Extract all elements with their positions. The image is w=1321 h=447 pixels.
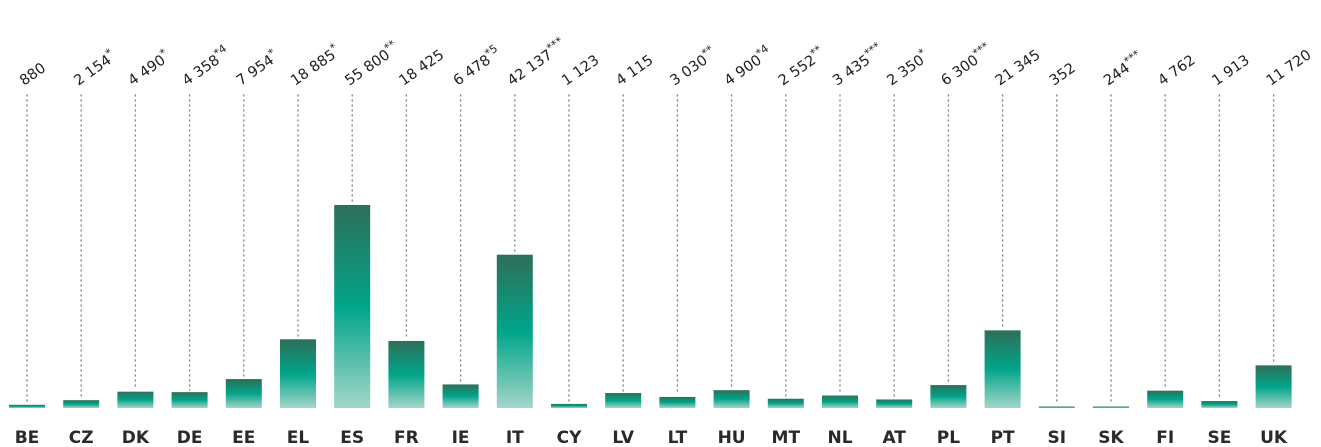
- value-label-uk: 11 720: [1264, 47, 1315, 89]
- value-label-el: 18 885*: [286, 40, 344, 89]
- value-label-se: 1 913: [1210, 52, 1253, 89]
- bar-nl: [822, 395, 858, 408]
- bar-at: [876, 399, 913, 408]
- bar-sk: [1093, 406, 1129, 408]
- bar-lv: [605, 393, 642, 408]
- value-label-hu: 4 900*4: [719, 42, 775, 89]
- bar-el: [280, 339, 316, 408]
- bar-es: [334, 205, 371, 408]
- guide-lines: [26, 94, 1275, 406]
- bar-ie: [442, 384, 479, 408]
- category-labels: BE CZ DK DE EE EL ES FR IE IT CY LV LT HU MT NL AT PL PT SI…: [15, 428, 1288, 447]
- bar-fi: [1147, 390, 1184, 408]
- value-label-ee: 7 954*: [232, 46, 282, 90]
- category-label-at: AT: [882, 428, 906, 447]
- value-label-mt: 2 552**: [774, 42, 829, 89]
- value-label-si: 352: [1047, 60, 1079, 89]
- category-label-si: SI: [1048, 428, 1067, 447]
- bar-fr: [388, 340, 425, 408]
- category-label-de: DE: [177, 428, 203, 447]
- category-label-mt: MT: [772, 428, 801, 447]
- category-label-uk: UK: [1260, 428, 1288, 447]
- value-label-fr: 18 425: [397, 47, 448, 89]
- bar-ee: [225, 379, 262, 408]
- value-label-cy: 1 123: [559, 52, 602, 89]
- value-label-lv: 4 115: [613, 52, 656, 89]
- category-label-fr: FR: [394, 428, 419, 447]
- category-label-be: BE: [15, 428, 40, 447]
- category-label-el: EL: [287, 428, 310, 447]
- bar-pl: [930, 385, 967, 408]
- bar-uk: [1255, 365, 1292, 408]
- bar-mt: [767, 398, 804, 408]
- category-label-ee: EE: [232, 428, 255, 447]
- bar-be: [9, 404, 45, 408]
- category-label-pl: PL: [937, 428, 960, 447]
- category-label-cz: CZ: [69, 428, 94, 447]
- bar-si: [1038, 406, 1075, 408]
- category-label-sk: SK: [1098, 428, 1124, 447]
- category-label-lt: LT: [668, 428, 688, 447]
- value-label-it: 42 137***: [503, 34, 570, 89]
- category-label-fi: FI: [1156, 428, 1174, 447]
- bar-hu: [713, 390, 750, 408]
- bar-it: [496, 254, 533, 408]
- bar-pt: [984, 330, 1021, 408]
- category-label-it: IT: [506, 428, 524, 447]
- category-label-es: ES: [340, 428, 364, 447]
- category-label-dk: DK: [122, 428, 150, 447]
- value-label-cz: 2 154*: [69, 46, 119, 90]
- category-label-nl: NL: [827, 428, 852, 447]
- category-label-pt: PT: [991, 428, 1015, 447]
- category-label-lv: LV: [612, 428, 634, 447]
- value-label-pt: 21 345: [993, 47, 1044, 89]
- bar-lt: [659, 396, 696, 408]
- bars: [9, 205, 1292, 408]
- value-label-sk: 244***: [1099, 47, 1147, 89]
- bar-cy: [551, 403, 587, 408]
- bar-cz: [63, 400, 100, 408]
- bar-se: [1201, 401, 1238, 408]
- value-label-es: 55 800**: [340, 37, 402, 89]
- value-labels: 880 2 154* 4 490* 4 358*47 954* 18 885* 55 80…: [17, 34, 1314, 89]
- value-label-de: 4 358*4: [177, 42, 233, 89]
- value-label-dk: 4 490*: [123, 46, 173, 90]
- value-label-ie: 6 478*5: [448, 42, 504, 89]
- value-label-fi: 4 762: [1155, 52, 1198, 89]
- value-label-lt: 3 030**: [665, 42, 720, 89]
- value-label-pl: 6 300***: [936, 39, 995, 89]
- category-label-se: SE: [1207, 428, 1231, 447]
- value-label-be: 880: [17, 60, 49, 89]
- category-label-hu: HU: [718, 428, 746, 447]
- bar-dk: [117, 391, 154, 408]
- category-label-ie: IE: [452, 428, 470, 447]
- value-label-at: 2 350*: [882, 46, 932, 90]
- bar-de: [171, 392, 208, 408]
- category-label-cy: CY: [557, 428, 582, 447]
- value-label-nl: 3 435***: [828, 39, 887, 89]
